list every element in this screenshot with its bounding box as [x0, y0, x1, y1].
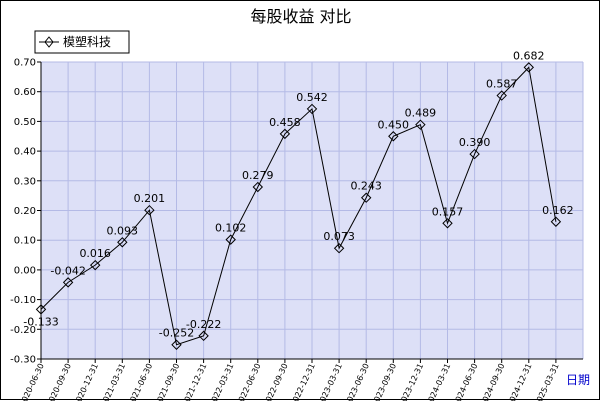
- x-tick-label: 2024-09-30: [479, 362, 507, 401]
- x-tick-label: 2023-03-31: [316, 362, 344, 401]
- data-point-marker: [360, 192, 372, 203]
- x-tick-label: 2022-06-30: [235, 362, 263, 401]
- data-point-marker: [550, 216, 562, 227]
- x-tick-label: 2023-09-30: [370, 362, 398, 401]
- data-label: 0.243: [350, 180, 382, 193]
- data-point-marker: [35, 304, 47, 315]
- data-point-marker: [144, 204, 155, 216]
- data-point-marker: [333, 243, 345, 254]
- x-tick-label: 2022-09-30: [262, 362, 290, 401]
- data-point-marker: [117, 237, 128, 248]
- data-label: 0.093: [107, 224, 139, 237]
- data-label: 0.390: [459, 136, 491, 149]
- data-point-marker: [198, 330, 209, 342]
- y-tick-label: 0.50: [14, 117, 36, 128]
- data-point-marker: [171, 339, 182, 350]
- data-label: 0.542: [296, 91, 328, 104]
- x-tick-label: 2022-03-31: [208, 362, 236, 401]
- legend-box: [34, 30, 130, 54]
- data-label: 0.162: [542, 204, 574, 217]
- y-tick-label: 0.70: [14, 58, 36, 69]
- x-axis-title: 日期: [566, 373, 590, 387]
- x-tick-label: 2021-06-30: [126, 362, 154, 401]
- y-tick-label: 0.00: [14, 265, 36, 276]
- data-point-marker: [496, 90, 507, 101]
- data-label: 0.682: [513, 49, 545, 62]
- data-label: 0.157: [432, 205, 464, 218]
- y-tick-label: 0.60: [14, 87, 36, 98]
- data-point-marker: [89, 259, 101, 271]
- data-label: 0.073: [323, 230, 355, 243]
- legend: 模塑科技: [34, 30, 130, 54]
- x-tick-label: 2020-12-31: [72, 362, 100, 401]
- data-label: -0.252: [159, 327, 194, 340]
- y-tick-label: -0.30: [10, 355, 36, 366]
- data-label: 0.016: [79, 247, 111, 260]
- data-point-marker: [306, 103, 318, 115]
- legend-diamond-marker: [44, 36, 54, 48]
- data-label: 0.279: [242, 169, 274, 182]
- x-tick-label: 2023-06-30: [343, 362, 371, 401]
- data-label: 0.201: [134, 192, 166, 205]
- data-label: 0.102: [215, 222, 247, 235]
- legend-series-name: 模塑科技: [63, 34, 111, 49]
- y-tick-label: -0.10: [10, 295, 36, 306]
- series-line-layer: [40, 66, 557, 346]
- data-point-marker: [279, 128, 291, 140]
- x-tick-label: 2025-03-31: [533, 362, 561, 401]
- chart-title: 每股收益 对比: [250, 7, 351, 26]
- y-tick-label: 0.30: [14, 176, 36, 187]
- x-tick-label: 2021-09-30: [154, 362, 182, 401]
- data-point-marker: [388, 131, 399, 142]
- data-label-layer: -0.133 -0.042 0.016 0.093 0.201 -0.252-0.222 0…: [23, 49, 573, 339]
- x-axis: 2020-06-30 2020-09-30 2020-12-31 2021-03-31…: [18, 358, 583, 401]
- y-tick-label: 0.40: [14, 147, 36, 158]
- data-point-marker: [252, 181, 264, 193]
- data-label: 0.450: [378, 118, 410, 131]
- data-label: 0.458: [269, 116, 301, 129]
- y-axis: -0.30 -0.20 -0.10 0.00 0.10 0.20 0.30 0.40 0.50 0…: [10, 58, 42, 366]
- x-tick-label: 2024-12-31: [506, 362, 534, 401]
- x-tick-label: 2020-09-30: [45, 362, 73, 401]
- x-tick-label: 2024-06-30: [452, 362, 480, 401]
- data-point-marker: [225, 234, 236, 245]
- data-point-marker: [523, 62, 535, 73]
- x-tick-label: 2020-06-30: [18, 362, 46, 401]
- gridlines: [41, 61, 584, 360]
- data-label: -0.222: [186, 318, 221, 331]
- data-point-marker: [62, 277, 74, 288]
- y-tick-label: -0.20: [10, 325, 36, 336]
- x-tick-label: 2023-12-31: [397, 362, 425, 401]
- data-label: -0.133: [23, 315, 58, 328]
- data-point-marker: [469, 148, 480, 160]
- series-line: [40, 66, 557, 346]
- x-tick-label: 2022-12-31: [289, 362, 317, 401]
- x-tick-label: 2021-12-31: [181, 362, 209, 401]
- y-tick-label: 0.20: [14, 206, 36, 217]
- data-label: 0.587: [486, 78, 518, 91]
- data-marker-layer: [35, 62, 562, 350]
- x-tick-label: 2021-03-31: [99, 362, 127, 401]
- data-point-marker: [415, 119, 426, 130]
- data-label: 0.489: [405, 107, 437, 120]
- x-tick-label: 2024-03-31: [425, 362, 453, 401]
- data-label: -0.042: [50, 264, 85, 277]
- y-tick-label: 0.10: [14, 236, 36, 247]
- data-point-marker: [442, 218, 453, 229]
